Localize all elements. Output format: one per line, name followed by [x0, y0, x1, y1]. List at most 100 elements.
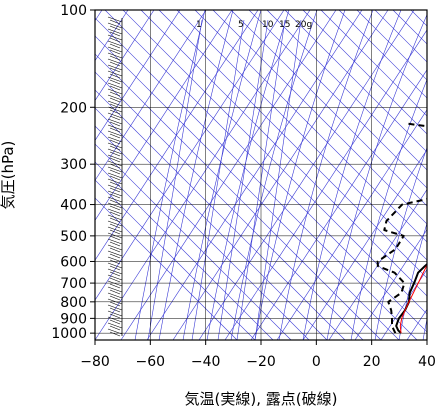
wind-barb	[107, 256, 123, 265]
wind-barb	[107, 280, 123, 289]
dry-adiabat-line	[176, 10, 427, 261]
wind-barb	[107, 64, 123, 73]
wind-barb	[107, 310, 123, 319]
x-tick-label: 0	[312, 354, 321, 370]
moist-adiabat-line	[278, 10, 374, 340]
moist-adiabat-line	[182, 10, 262, 340]
isotherm-line	[146, 10, 363, 340]
wind-barb	[107, 322, 123, 331]
y-tick-label: 400	[60, 198, 87, 214]
wind-barb	[107, 298, 123, 307]
isotherm-line	[302, 149, 427, 340]
wind-barb	[107, 328, 123, 337]
dry-adiabat-line	[95, 197, 238, 340]
wind-barb	[107, 154, 123, 163]
moist-adiabat-line	[302, 10, 402, 340]
y-tick-label: 1000	[51, 326, 87, 342]
grid-layer	[94, 9, 428, 340]
isotherm-line	[328, 189, 427, 340]
y-tick-label: 100	[60, 3, 87, 19]
y-tick-label: 200	[60, 100, 87, 116]
x-tick-label: −60	[136, 354, 166, 370]
wind-barb	[107, 82, 123, 91]
isotherm-line	[172, 10, 389, 340]
mixing-ratio-line	[254, 19, 302, 340]
wind-barb	[107, 52, 123, 61]
dry-adiabat-line	[140, 10, 427, 297]
wind-barb	[107, 304, 123, 313]
x-tick-label: −20	[246, 354, 276, 370]
dry-adiabat-line	[338, 10, 427, 99]
x-tick-label: 20	[363, 354, 381, 370]
moist-adiabat-line	[254, 10, 346, 340]
dry-adiabat-line	[429, 10, 436, 340]
wind-barb	[107, 202, 123, 211]
wind-barb	[107, 160, 123, 169]
x-tick-label: 40	[418, 354, 436, 370]
wind-barb	[107, 118, 123, 127]
mixing-ratio-label: 10	[262, 20, 274, 30]
dry-adiabat-line	[122, 10, 427, 315]
y-tick-label: 900	[60, 311, 87, 327]
isotherm-line	[95, 10, 181, 142]
dry-adiabat-line	[284, 10, 427, 153]
moist-adiabat-line	[230, 10, 318, 340]
x-tick-label: −80	[80, 354, 110, 370]
wind-barb	[107, 292, 123, 301]
wind-barb	[107, 220, 123, 229]
wind-barb	[107, 46, 123, 55]
isotherm-line	[198, 10, 415, 340]
wind-barb	[107, 196, 123, 205]
moist-adiabat-line	[326, 13, 427, 340]
wind-barb	[107, 28, 123, 37]
wind-barb	[107, 208, 123, 217]
wind-barb	[107, 316, 123, 325]
dry-adiabat-line	[95, 107, 328, 340]
wind-barb	[107, 16, 123, 25]
wind-barb	[107, 214, 123, 223]
temperature-line	[395, 262, 427, 334]
isotherm-line	[276, 109, 427, 340]
wind-barb	[107, 226, 123, 235]
wind-barb	[107, 274, 123, 283]
wind-barb	[107, 190, 123, 199]
wind-barb	[107, 244, 123, 253]
y-tick-label: 800	[60, 295, 87, 311]
dry-adiabat-line	[320, 10, 427, 117]
wind-barb	[107, 70, 123, 79]
isotherm-line	[95, 10, 207, 181]
y-tick-label: 300	[60, 157, 87, 173]
wind-barb	[107, 130, 123, 139]
dry-adiabat-line	[194, 10, 427, 243]
wind-barb	[107, 172, 123, 181]
wind-barb	[107, 100, 123, 109]
wind-barb	[107, 232, 123, 241]
dry-adiabat-line	[356, 10, 427, 81]
wind-barb	[107, 142, 123, 151]
moist-adiabat-line	[398, 222, 427, 340]
mixing-ratio-label: 20g	[295, 20, 312, 30]
wind-barb	[107, 34, 123, 43]
isotherm-line	[250, 69, 427, 340]
wind-barb	[107, 250, 123, 259]
dry-adiabat-line	[95, 179, 256, 340]
wind-barb	[107, 76, 123, 85]
dry-adiabat-line	[158, 10, 427, 279]
wind-barb	[107, 238, 123, 247]
dry-adiabat-line	[95, 161, 274, 340]
dry-adiabat-line	[230, 10, 427, 207]
mixing-ratio-line	[191, 19, 245, 340]
wind-barb	[107, 94, 123, 103]
dry-adiabat-line	[212, 10, 427, 225]
wind-barb	[107, 112, 123, 121]
wind-barb	[107, 124, 123, 133]
wind-barb	[107, 166, 123, 175]
wind-barb	[107, 40, 123, 49]
wind-barb	[107, 148, 123, 157]
mixing-ratio-label: 1	[196, 20, 202, 30]
wind-barb	[107, 106, 123, 115]
series-layer	[376, 122, 427, 334]
moist-adiabat-line	[422, 317, 427, 340]
